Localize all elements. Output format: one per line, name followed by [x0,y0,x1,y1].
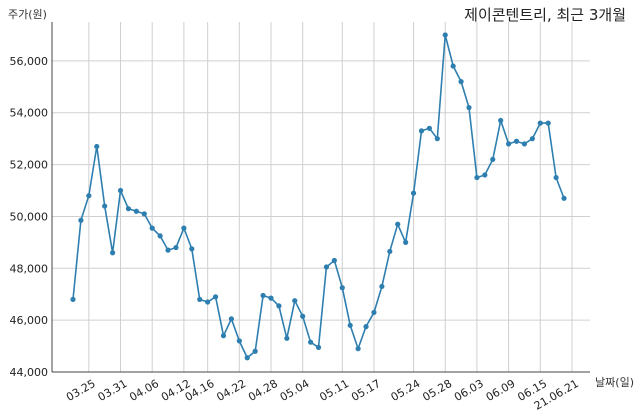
data-point [181,225,187,231]
data-point [418,128,425,134]
data-point [347,322,353,328]
data-point [292,298,298,304]
data-point [125,206,132,212]
x-tick-label: 05.04 [278,377,312,404]
data-point [157,233,163,239]
data-point [308,339,314,345]
data-point [133,208,139,214]
data-point [260,292,266,299]
data-point [355,346,361,352]
data-point [228,316,234,322]
data-point [149,225,155,231]
data-point [371,309,377,315]
data-point [331,257,337,264]
data-point [205,299,211,305]
y-tick-label: 48,000 [10,262,49,275]
data-point [561,195,567,201]
y-axis-label: 주가(원) [8,8,47,21]
data-point [70,296,76,303]
data-point [78,217,84,223]
data-point [94,143,100,150]
y-tick-label: 44,000 [10,366,49,379]
data-point [426,125,432,131]
data-point [102,203,108,209]
series-line [72,34,565,359]
x-tick-label: 04.28 [246,377,280,404]
y-tick-label: 50,000 [10,210,49,223]
data-point [450,63,456,69]
data-point [537,120,543,126]
data-point [529,136,535,142]
x-tick-label: 06.03 [452,377,486,404]
data-point [276,303,282,309]
data-point [466,104,472,111]
data-point [141,211,147,217]
data-point [268,295,274,301]
data-point [86,193,92,199]
x-tick-label: 06.09 [484,377,518,404]
data-point [521,141,528,147]
data-point [410,190,417,196]
data-point [395,221,401,227]
x-tick-label: 05.11 [317,377,351,404]
x-tick-label: 03.25 [64,377,98,404]
x-axis-label: 날짜(일) [595,376,634,389]
data-point [339,285,345,291]
data-point [379,283,385,290]
data-point [315,344,322,350]
data-point [498,117,504,124]
data-point [553,174,559,181]
data-point [300,313,306,319]
data-point [197,296,203,303]
data-point [458,79,464,85]
data-point [252,348,258,354]
data-point [236,338,242,344]
data-point [244,355,250,361]
y-tick-label: 52,000 [10,159,49,172]
chart-title: 제이콘텐트리, 최근 3개월 [464,6,626,24]
data-point [545,120,551,126]
data-point [110,250,116,256]
data-point [189,246,195,252]
data-point [434,136,440,142]
data-point [212,294,219,300]
x-tick-label: 04.22 [214,377,248,404]
data-point [506,141,512,147]
x-tick-label: 05.28 [420,377,454,404]
y-tick-label: 56,000 [10,55,49,68]
data-point [474,174,480,181]
data-point [363,324,369,330]
data-point [284,335,290,341]
data-point [220,333,227,339]
data-point [173,244,179,251]
x-tick-label: 05.24 [389,377,423,404]
data-point [165,247,171,253]
data-point [490,156,496,163]
y-tick-label: 46,000 [10,314,49,327]
data-point [323,264,330,270]
data-point [387,248,393,255]
x-tick-label: 05.17 [349,377,383,404]
data-point [442,32,448,38]
y-tick-label: 54,000 [10,107,49,120]
data-point [403,239,409,245]
x-tick-label: 04.06 [127,377,161,404]
x-tick-label: 03.31 [96,377,130,404]
data-point [117,187,124,194]
data-point [482,172,488,178]
data-point [513,138,520,144]
